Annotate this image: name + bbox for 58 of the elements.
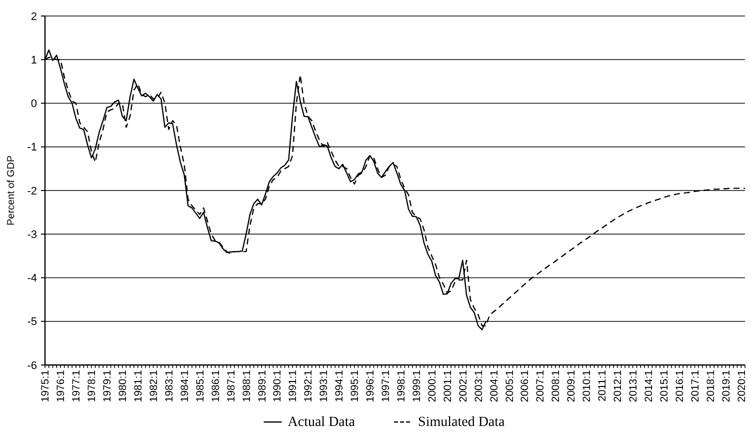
y-tick-label: -3 bbox=[27, 228, 37, 241]
x-tick-label: 1982:1 bbox=[148, 370, 160, 402]
y-tick-label: -1 bbox=[27, 142, 37, 154]
x-tick-label: 2013:1 bbox=[628, 370, 640, 402]
x-tick-label: 2005:1 bbox=[504, 370, 516, 402]
x-tick-label: 1989:1 bbox=[256, 370, 268, 402]
x-tick-label: 2015:1 bbox=[658, 370, 670, 402]
x-tick-label: 2009:1 bbox=[566, 370, 578, 402]
x-tick-label: 2020:1 bbox=[736, 370, 748, 402]
legend-label: Simulated Data bbox=[418, 415, 506, 430]
y-tick-label: -6 bbox=[27, 360, 37, 372]
x-tick-label: 2018:1 bbox=[704, 370, 717, 402]
x-tick-label: 1978:1 bbox=[86, 370, 98, 402]
x-tick-label: 1993:1 bbox=[318, 370, 330, 402]
x-tick-label: 2017:1 bbox=[689, 370, 702, 402]
x-tick-label: 1999:1 bbox=[410, 370, 423, 402]
x-tick-label: 2019:1 bbox=[720, 370, 732, 402]
y-tick-label: -2 bbox=[27, 185, 37, 198]
x-tick-label: 1991:1 bbox=[287, 370, 300, 402]
legend-label: Actual Data bbox=[288, 415, 356, 430]
x-tick-label: 1977:1 bbox=[70, 370, 83, 402]
x-tick-label: 1990:1 bbox=[272, 370, 284, 402]
y-tick-label: 2 bbox=[30, 10, 37, 23]
x-tick-label: 1994:1 bbox=[334, 370, 346, 402]
x-tick-label: 2000:1 bbox=[426, 370, 438, 402]
x-tick-label: 1981:1 bbox=[132, 370, 144, 402]
x-tick-label: 1975:1 bbox=[40, 370, 52, 402]
x-tick-label: 2004:1 bbox=[488, 370, 500, 402]
x-tick-label: 1987:1 bbox=[225, 370, 238, 402]
x-tick-label: 1986:1 bbox=[210, 370, 222, 402]
x-tick-label: 1985:1 bbox=[194, 370, 206, 402]
x-tick-label: 2011:1 bbox=[596, 370, 609, 402]
x-tick-label: 2010:1 bbox=[581, 370, 594, 402]
x-tick-label: 1988:1 bbox=[240, 370, 253, 402]
x-tick-label: 1992:1 bbox=[302, 370, 315, 402]
y-axis-title: Percent of GDP bbox=[6, 155, 17, 226]
y-tick-label: 0 bbox=[30, 98, 37, 110]
x-tick-label: 2016:1 bbox=[674, 370, 686, 402]
y-tick-label: 1 bbox=[30, 54, 37, 66]
x-tick-label: 2014:1 bbox=[642, 370, 655, 402]
x-tick-label: 1996:1 bbox=[364, 370, 377, 402]
x-tick-label: 1984:1 bbox=[178, 370, 191, 402]
x-tick-label: 1983:1 bbox=[163, 370, 176, 402]
x-tick-label: 2008:1 bbox=[550, 370, 562, 402]
y-tick-label: -5 bbox=[27, 316, 37, 328]
x-tick-label: 1979:1 bbox=[102, 370, 114, 402]
x-tick-label: 1998:1 bbox=[395, 370, 408, 402]
x-tick-label: 2007:1 bbox=[534, 370, 547, 402]
x-tick-label: 2006:1 bbox=[519, 370, 532, 402]
x-tick-label: 1976:1 bbox=[55, 370, 68, 402]
y-tick-label: -4 bbox=[27, 272, 37, 285]
x-tick-label: 1995:1 bbox=[349, 370, 362, 402]
x-tick-label: 1997:1 bbox=[380, 370, 392, 402]
x-tick-label: 2002:1 bbox=[457, 370, 470, 402]
x-tick-label: 2001:1 bbox=[442, 370, 454, 402]
x-tick-label: 2003:1 bbox=[472, 370, 485, 402]
x-tick-label: 2012:1 bbox=[612, 370, 624, 402]
x-tick-label: 1980:1 bbox=[117, 370, 130, 402]
